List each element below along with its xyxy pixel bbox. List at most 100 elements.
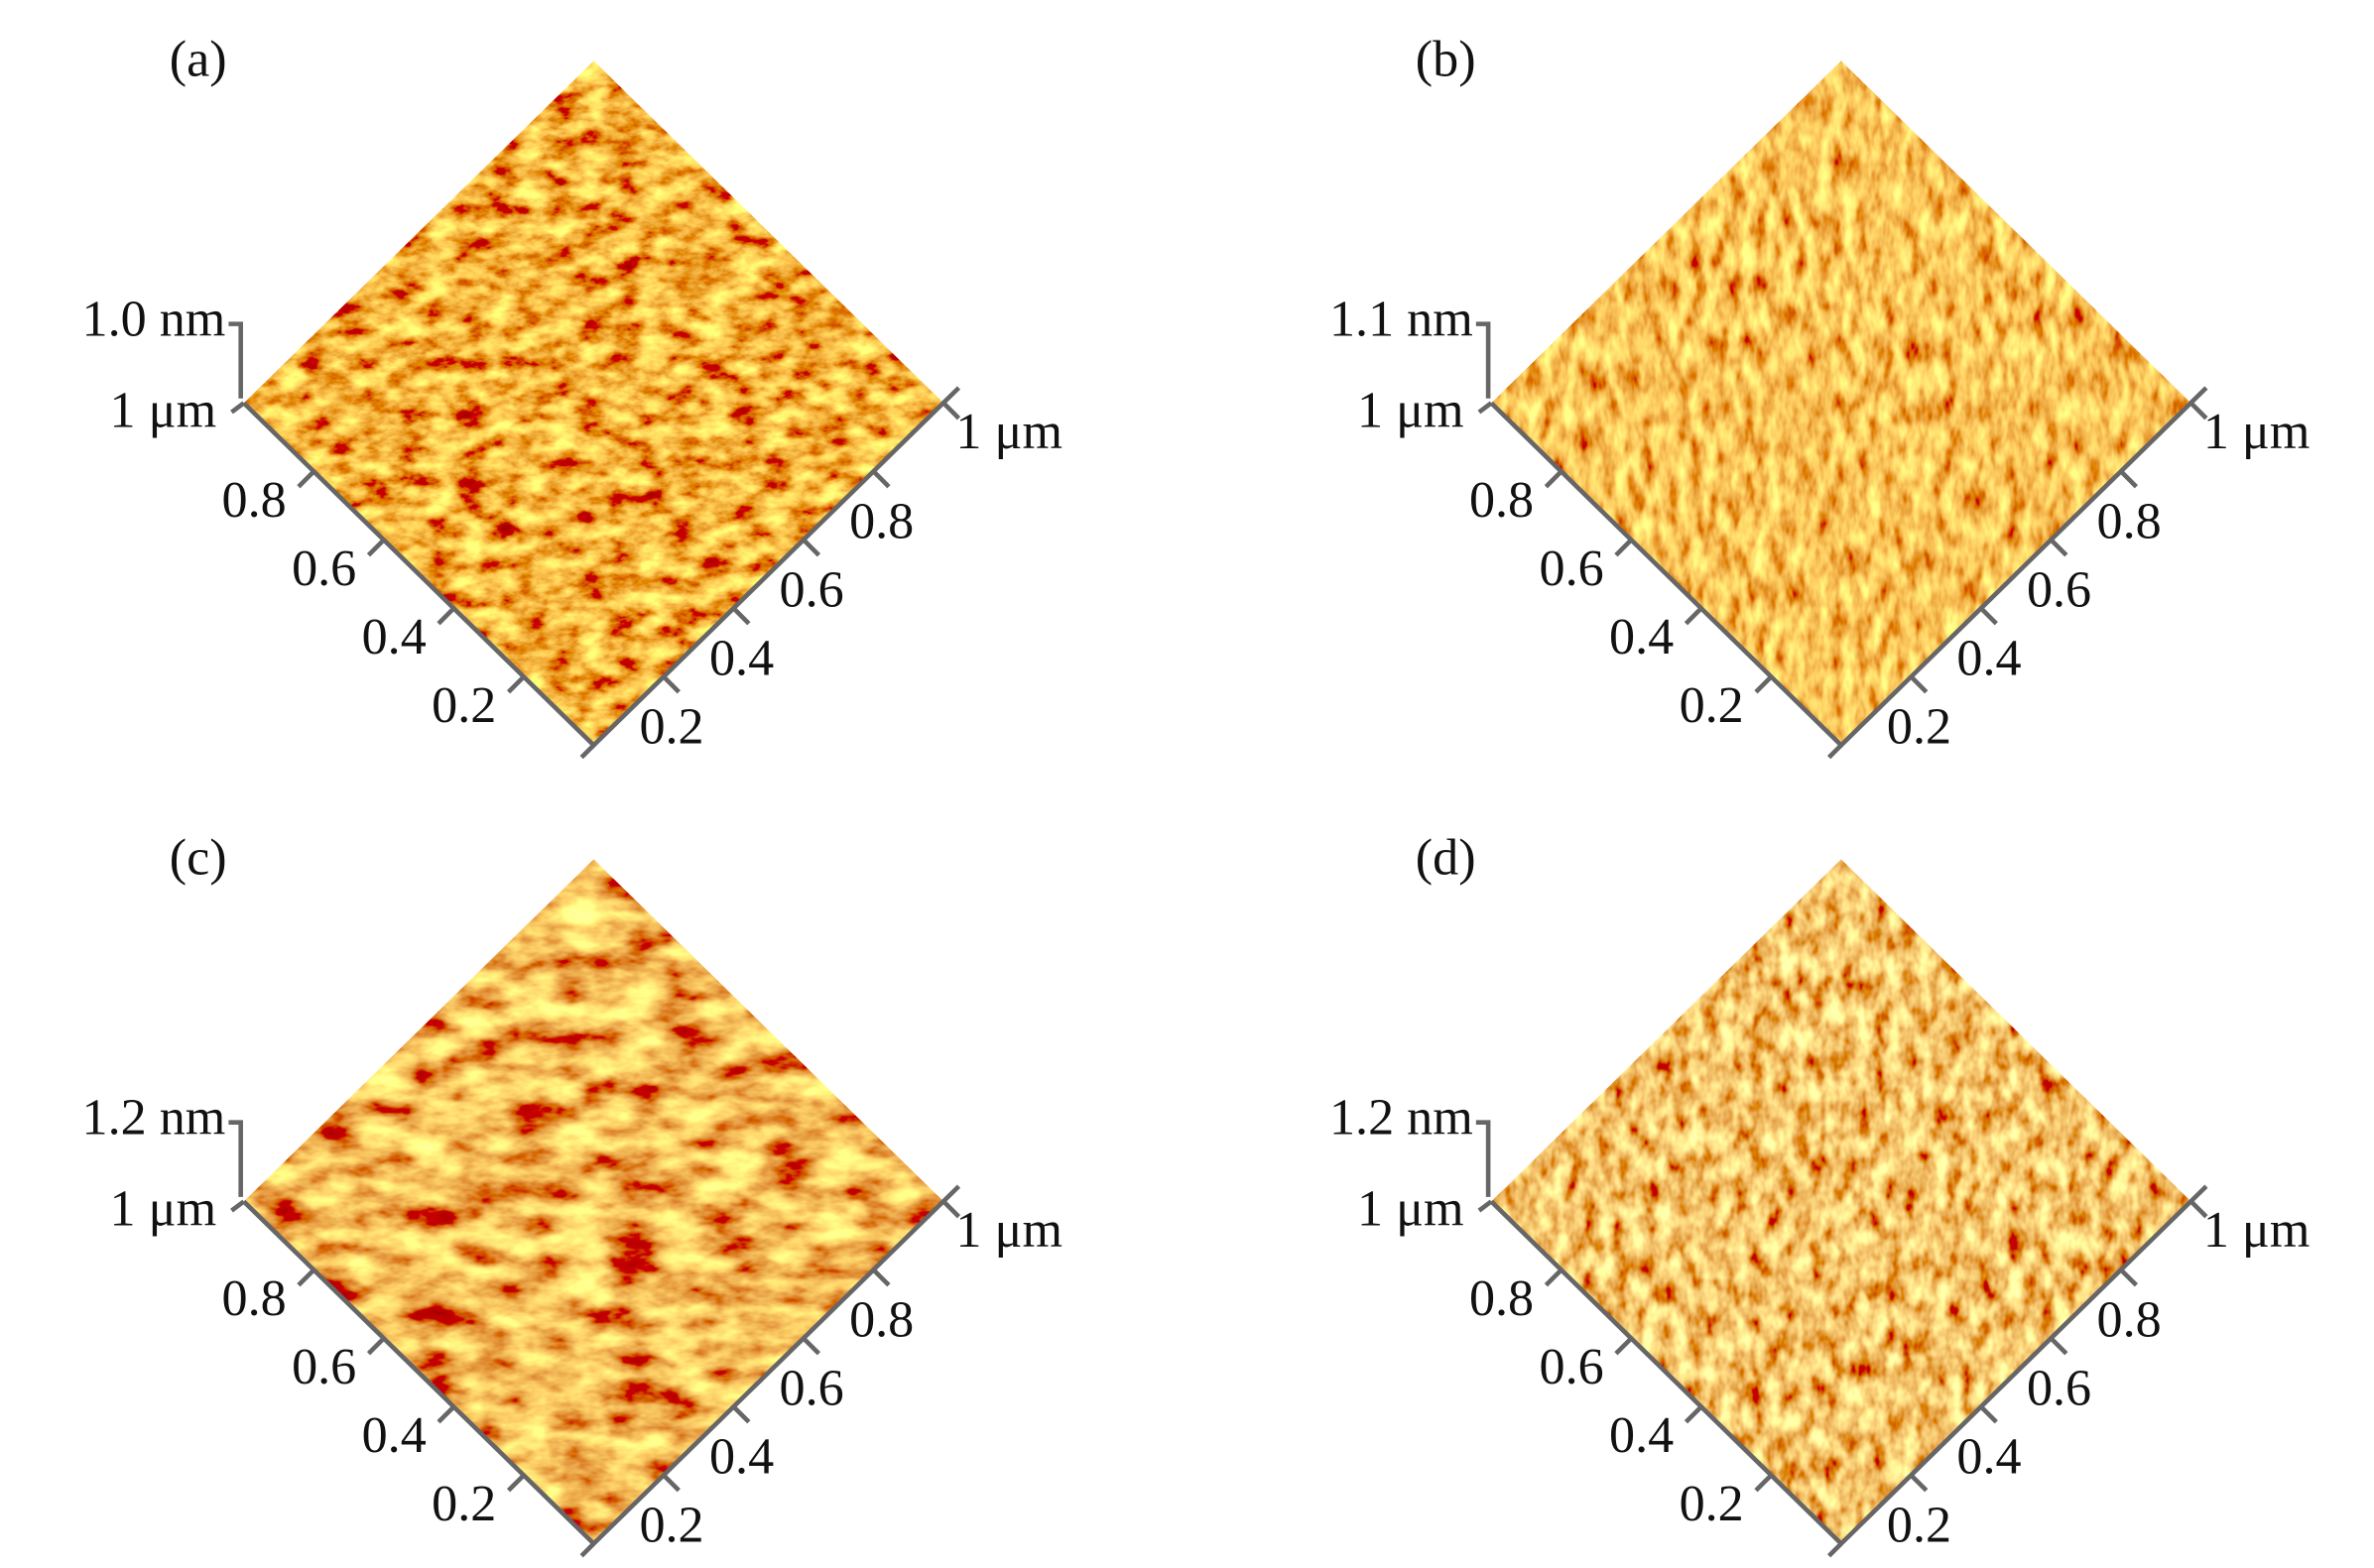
tick: [366, 1336, 386, 1356]
left-axis-label: 0.8: [222, 1270, 287, 1327]
tick: [1979, 1404, 1998, 1424]
height-bracket: [228, 1120, 243, 1197]
left-axis-label: 0.4: [362, 609, 427, 665]
tick: [1614, 1336, 1633, 1356]
right-axis-label: 0.4: [709, 1429, 774, 1486]
panel-label: (c): [170, 829, 227, 886]
height-label: 1.1 nm: [1329, 292, 1473, 348]
tick: [2119, 1267, 2139, 1287]
right-axis-label: 0.4: [1956, 1429, 2021, 1486]
right-axis-label: 0.4: [709, 631, 774, 687]
tick: [2049, 1336, 2068, 1356]
tick: [1684, 1404, 1703, 1424]
right-axis-label: 0.8: [849, 1292, 914, 1349]
tick: [506, 674, 526, 694]
tick: [871, 1267, 891, 1287]
axis-end: [1477, 1199, 1843, 1558]
panel: (b)1.1 nm1 μm0.80.60.40.2 0.20.40.60.81 μ…: [1329, 31, 2311, 760]
tick: [941, 401, 961, 421]
left-axis-label: 0.4: [1609, 609, 1674, 665]
left-axis-label: 0.6: [292, 541, 356, 597]
tick: [2188, 1199, 2208, 1219]
height-bracket: [228, 321, 243, 399]
right-axis-label: 0.8: [2097, 1292, 2162, 1349]
tick: [802, 538, 821, 557]
right-axis-label: 1 μm: [2203, 404, 2311, 460]
height-label: 1.0 nm: [82, 292, 226, 348]
left-axis-label: 1 μm: [110, 383, 217, 439]
afm-surface: [243, 60, 944, 746]
tick: [1909, 1473, 1929, 1493]
left-axis-label: 0.8: [1469, 1270, 1534, 1327]
axis-end: [1477, 401, 1843, 760]
left-axis-label: 0.4: [362, 1407, 427, 1464]
right-axis-label: 1 μm: [955, 1202, 1062, 1259]
right-axis-label: 0.6: [780, 1361, 844, 1417]
right-axis-label: 1 μm: [955, 404, 1062, 460]
afm-surface: [243, 859, 944, 1544]
left-axis-label: 0.2: [432, 1476, 496, 1532]
tick: [1614, 538, 1633, 557]
tick: [297, 469, 315, 489]
tick: [941, 1199, 961, 1219]
tick: [366, 538, 386, 557]
left-axis-label: 1 μm: [110, 1181, 217, 1238]
tick: [1754, 1473, 1773, 1493]
right-axis-label: 0.8: [2097, 494, 2162, 550]
afm-surface: [1491, 859, 2191, 1544]
left-axis-label: 1 μm: [1357, 1181, 1464, 1238]
panel-label: (a): [170, 31, 227, 87]
right-axis-label: 0.6: [2027, 562, 2091, 619]
axis-end: [230, 1199, 596, 1558]
right-axis-label: 0.2: [1887, 699, 1951, 756]
tick: [731, 1404, 751, 1424]
left-axis-label: 0.2: [1680, 1476, 1744, 1532]
tick: [871, 469, 891, 489]
left-axis-label: 0.6: [1540, 541, 1604, 597]
right-axis-label: 0.2: [639, 1498, 703, 1554]
left-axis-label: 1 μm: [1357, 383, 1464, 439]
right-axis-label: 1 μm: [2203, 1202, 2311, 1259]
tick: [437, 606, 455, 626]
panel-label: (d): [1416, 829, 1476, 886]
tick: [2188, 401, 2208, 421]
tick: [662, 674, 681, 694]
tick: [1544, 1267, 1563, 1287]
left-axis-label: 0.8: [1469, 472, 1534, 529]
panel: (a)1.0 nm1 μm0.80.60.40.2 0.20.40.60.81 μ…: [82, 31, 1062, 760]
tick: [1909, 674, 1929, 694]
right-axis-label: 0.2: [1887, 1498, 1951, 1554]
panel: (c)1.2 nm1 μm0.80.60.40.2 0.20.40.60.81 μ…: [82, 829, 1062, 1558]
tick: [662, 1473, 681, 1493]
left-axis-label: 0.2: [432, 677, 496, 734]
right-axis-label: 0.6: [2027, 1361, 2091, 1417]
tick: [297, 1267, 315, 1287]
right-axis-label: 0.4: [1956, 631, 2021, 687]
axis-end: [230, 401, 596, 760]
right-axis-label: 0.6: [780, 562, 844, 619]
left-axis-label: 0.6: [1540, 1339, 1604, 1395]
tick: [802, 1336, 821, 1356]
tick: [437, 1404, 455, 1424]
left-axis-label: 0.4: [1609, 1407, 1674, 1464]
tick: [731, 606, 751, 626]
left-axis-label: 0.2: [1680, 677, 1744, 734]
panel-label: (b): [1416, 31, 1476, 87]
right-axis-label: 0.2: [639, 699, 703, 756]
panel: (d)1.2 nm1 μm0.80.60.40.2 0.20.40.60.81 μ…: [1329, 829, 2311, 1558]
height-bracket: [1475, 321, 1491, 399]
tick: [2119, 469, 2139, 489]
tick: [506, 1473, 526, 1493]
tick: [2049, 538, 2068, 557]
tick: [1979, 606, 1998, 626]
afm-surface: [1491, 60, 2191, 746]
tick: [1754, 674, 1773, 694]
left-axis-label: 0.6: [292, 1339, 356, 1395]
height-label: 1.2 nm: [82, 1090, 226, 1146]
right-axis-label: 0.8: [849, 494, 914, 550]
left-axis-label: 0.8: [222, 472, 287, 529]
tick: [1684, 606, 1703, 626]
height-bracket: [1475, 1120, 1491, 1197]
tick: [1544, 469, 1563, 489]
